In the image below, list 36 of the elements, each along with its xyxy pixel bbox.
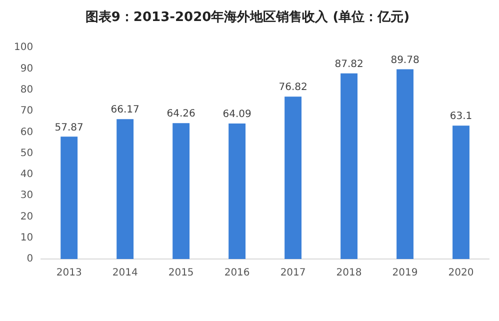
x-tick-label: 2018 bbox=[336, 268, 362, 279]
bar bbox=[116, 119, 134, 259]
bar bbox=[340, 73, 358, 259]
y-tick-label: 90 bbox=[20, 63, 34, 74]
data-label: 63.1 bbox=[450, 111, 472, 122]
data-label: 87.82 bbox=[334, 58, 364, 70]
x-tick-label: 2015 bbox=[168, 268, 194, 279]
bar bbox=[172, 123, 190, 259]
y-tick-label: 30 bbox=[20, 190, 34, 202]
bar bbox=[396, 69, 414, 259]
bar bbox=[284, 96, 302, 259]
x-tick-label: 2014 bbox=[112, 268, 138, 279]
x-tick-label: 2017 bbox=[280, 268, 306, 279]
y-tick-label: 0 bbox=[26, 254, 34, 265]
data-label: 89.78 bbox=[390, 54, 420, 66]
y-tick-label: 50 bbox=[20, 148, 34, 159]
y-tick-label: 60 bbox=[20, 126, 34, 138]
data-label: 64.26 bbox=[166, 108, 196, 120]
y-tick-label: 80 bbox=[20, 84, 34, 96]
x-tick-label: 2016 bbox=[224, 268, 250, 279]
y-tick-label: 10 bbox=[20, 232, 34, 244]
bar bbox=[228, 124, 246, 259]
y-tick-label: 70 bbox=[20, 106, 34, 117]
x-tick-label: 2020 bbox=[448, 268, 474, 279]
chart-title: 图表9：2013-2020年海外地区销售收入 (单位：亿元) bbox=[85, 9, 410, 26]
x-tick-label: 2013 bbox=[56, 268, 82, 279]
bar bbox=[452, 126, 470, 259]
bar bbox=[60, 136, 78, 259]
data-label: 64.09 bbox=[222, 109, 252, 120]
y-tick-label: 20 bbox=[20, 211, 34, 222]
y-tick-label: 100 bbox=[14, 42, 34, 54]
data-label: 66.17 bbox=[110, 104, 140, 116]
data-label: 76.82 bbox=[278, 82, 308, 94]
y-tick-label: 40 bbox=[20, 169, 34, 180]
data-label: 57.87 bbox=[54, 122, 84, 134]
x-tick-label: 2019 bbox=[392, 268, 418, 279]
